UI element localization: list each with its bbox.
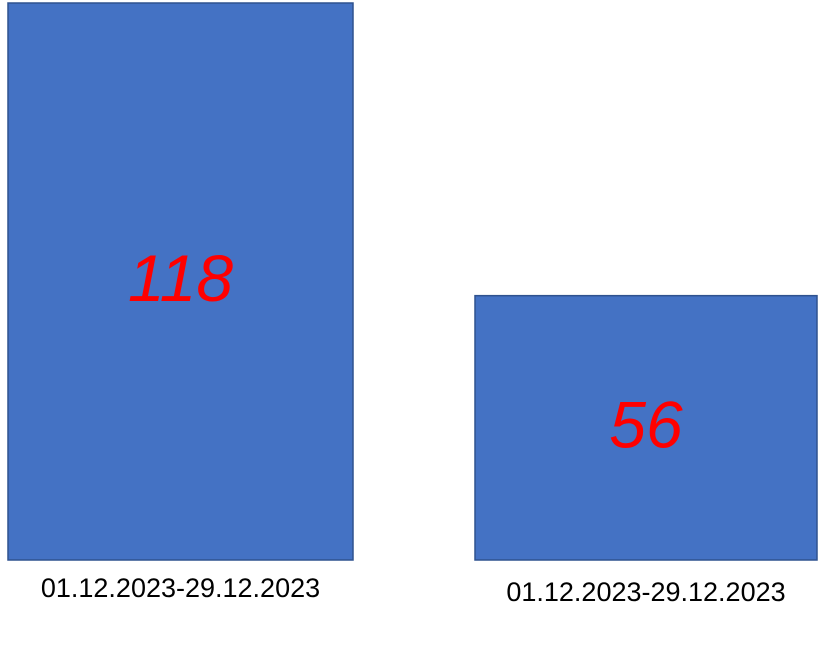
- value-labels-layer: 118 56: [128, 241, 683, 461]
- bar-1: [7, 2, 354, 561]
- category-label-1: 01.12.2023-29.12.2023: [41, 573, 320, 603]
- bar-value-label-1: 118: [128, 241, 234, 315]
- bar-2: [474, 294, 818, 561]
- category-labels-layer: 01.12.2023-29.12.2023 01.12.2023-29.12.20…: [41, 573, 786, 607]
- category-label-2: 01.12.2023-29.12.2023: [506, 577, 785, 607]
- bars-layer: [7, 2, 818, 561]
- bar-value-label-2: 56: [609, 387, 683, 461]
